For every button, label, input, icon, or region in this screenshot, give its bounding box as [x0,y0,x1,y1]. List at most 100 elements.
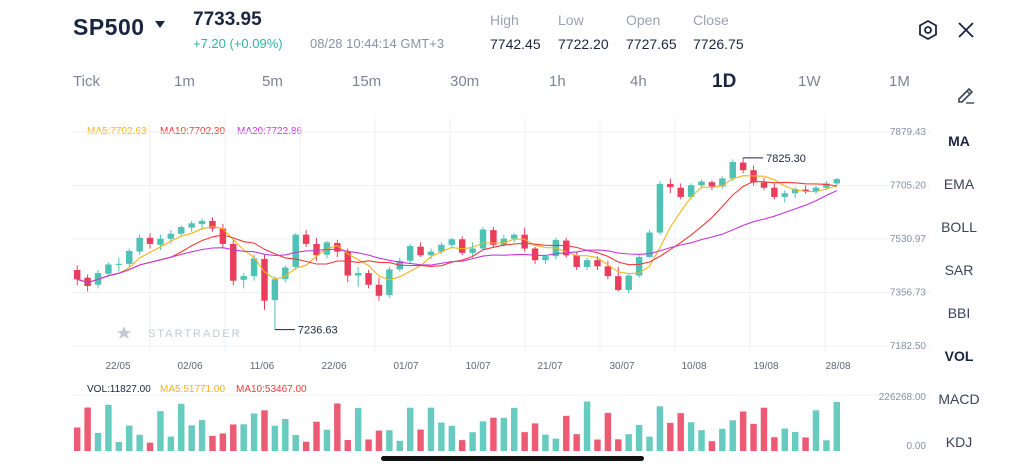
indicator-ema[interactable]: EMA [943,176,975,192]
candle-body [157,238,164,245]
volume-bar [386,430,393,451]
volume-bar [115,442,123,451]
candle-body [354,273,362,276]
volume-bar [563,415,570,451]
tab-30m[interactable]: 30m [450,73,480,90]
indicator-bbi[interactable]: BBI [947,305,971,321]
volume-bar [833,401,841,451]
tab-1mo[interactable]: 1M [889,73,910,90]
indicator-macd[interactable]: MACD [938,391,980,407]
high-label: High [490,12,519,28]
volume-bar [230,424,237,451]
vol-y-tick-label: 226268.00 [879,392,927,403]
candle-body [209,220,216,229]
volume-bar [771,437,778,451]
tab-1w[interactable]: 1W [798,73,821,90]
volume-bar [344,440,351,451]
volume-bar [552,438,560,451]
volume-bar [219,433,227,451]
x-tick-label: 22/05 [105,361,130,372]
volume-bar [188,425,195,451]
open-label: Open [626,12,661,28]
volume-bar [271,425,279,451]
candle-body [583,260,591,267]
x-axis-labels: 22/05 02/06 11/06 22/06 01/07 10/07 21/07 30/07… [105,361,850,372]
watermark-text: STARTRADER [148,328,242,340]
tab-15m[interactable]: 15m [352,73,382,90]
quote-timestamp: 08/28 10:44:14 GMT+3 [310,36,445,51]
candle-body [823,183,830,188]
x-tick-label: 11/06 [250,361,275,372]
volume-bar [94,432,102,451]
candle-body [490,230,497,245]
candle-body [334,242,341,252]
candle-body [708,182,716,187]
y-tick-label: 7879.43 [890,127,927,138]
indicator-vol[interactable]: VOL [944,348,974,364]
volume-bar [667,422,674,451]
volume-bar [646,436,653,451]
settings-icon[interactable] [917,19,939,41]
candle-body [771,187,778,197]
tab-4h[interactable]: 4h [630,73,647,90]
volume-bar [656,406,664,451]
candle-body [167,233,175,239]
open-value: 7727.65 [626,36,677,52]
candle-body [427,251,435,256]
candle-body [230,243,237,281]
candle-body [563,240,570,256]
volume-bar [427,407,435,451]
volume-bar [261,410,268,451]
tab-5m[interactable]: 5m [262,73,283,90]
low-price-label: 7236.63 [298,325,338,337]
candle-body [240,276,247,280]
symbol-dropdown-icon[interactable] [155,21,165,28]
candle-body [375,284,383,296]
volume-bar [698,430,705,451]
volume-bar [521,432,528,451]
candle-body [136,237,143,252]
volume-bar [781,428,788,451]
volume-bar [292,435,299,451]
candle-body [406,246,414,261]
volume-bar [583,401,591,451]
vol-ma5-legend: MA5:51771.00 [160,384,226,395]
volume-bar [531,423,539,451]
low-label: Low [558,12,584,28]
candle-body [417,246,424,256]
indicator-sar[interactable]: SAR [944,262,974,278]
tab-1h[interactable]: 1h [549,73,566,90]
volume-bar [417,429,424,451]
candle-body [365,273,372,285]
candle-body [635,257,643,276]
candle-body [469,248,476,253]
ma5-line [77,175,837,284]
volume-bar [729,420,736,451]
close-icon[interactable] [957,21,975,39]
tab-1d[interactable]: 1D [712,71,737,92]
tab-1m[interactable]: 1m [174,73,195,90]
tab-tick[interactable]: Tick [73,73,100,90]
pen-draw-icon[interactable] [955,83,977,105]
volume-bar [396,440,403,451]
candle-body [178,227,185,234]
indicator-ma[interactable]: MA [948,133,970,149]
close-label: Close [693,12,729,28]
volume-bar [750,423,757,451]
y-axis-labels: 7879.43 7705.20 7530.97 7356.73 7182.50 22626… [879,127,927,452]
home-indicator[interactable] [381,456,644,461]
indicator-boll[interactable]: BOLL [941,219,977,235]
symbol-title[interactable]: SP500 [73,14,145,40]
candle-body [448,239,456,245]
candle-body [271,279,279,301]
volume-bar [479,421,487,451]
candle-body [188,223,195,228]
y-tick-label: 7182.50 [890,341,927,352]
indicator-kdj[interactable]: KDJ [945,434,973,450]
candle-body [84,277,91,286]
x-tick-label: 01/07 [393,361,418,372]
candle-body [791,188,799,194]
volume-bar [708,441,716,451]
volume-bar [136,434,143,451]
